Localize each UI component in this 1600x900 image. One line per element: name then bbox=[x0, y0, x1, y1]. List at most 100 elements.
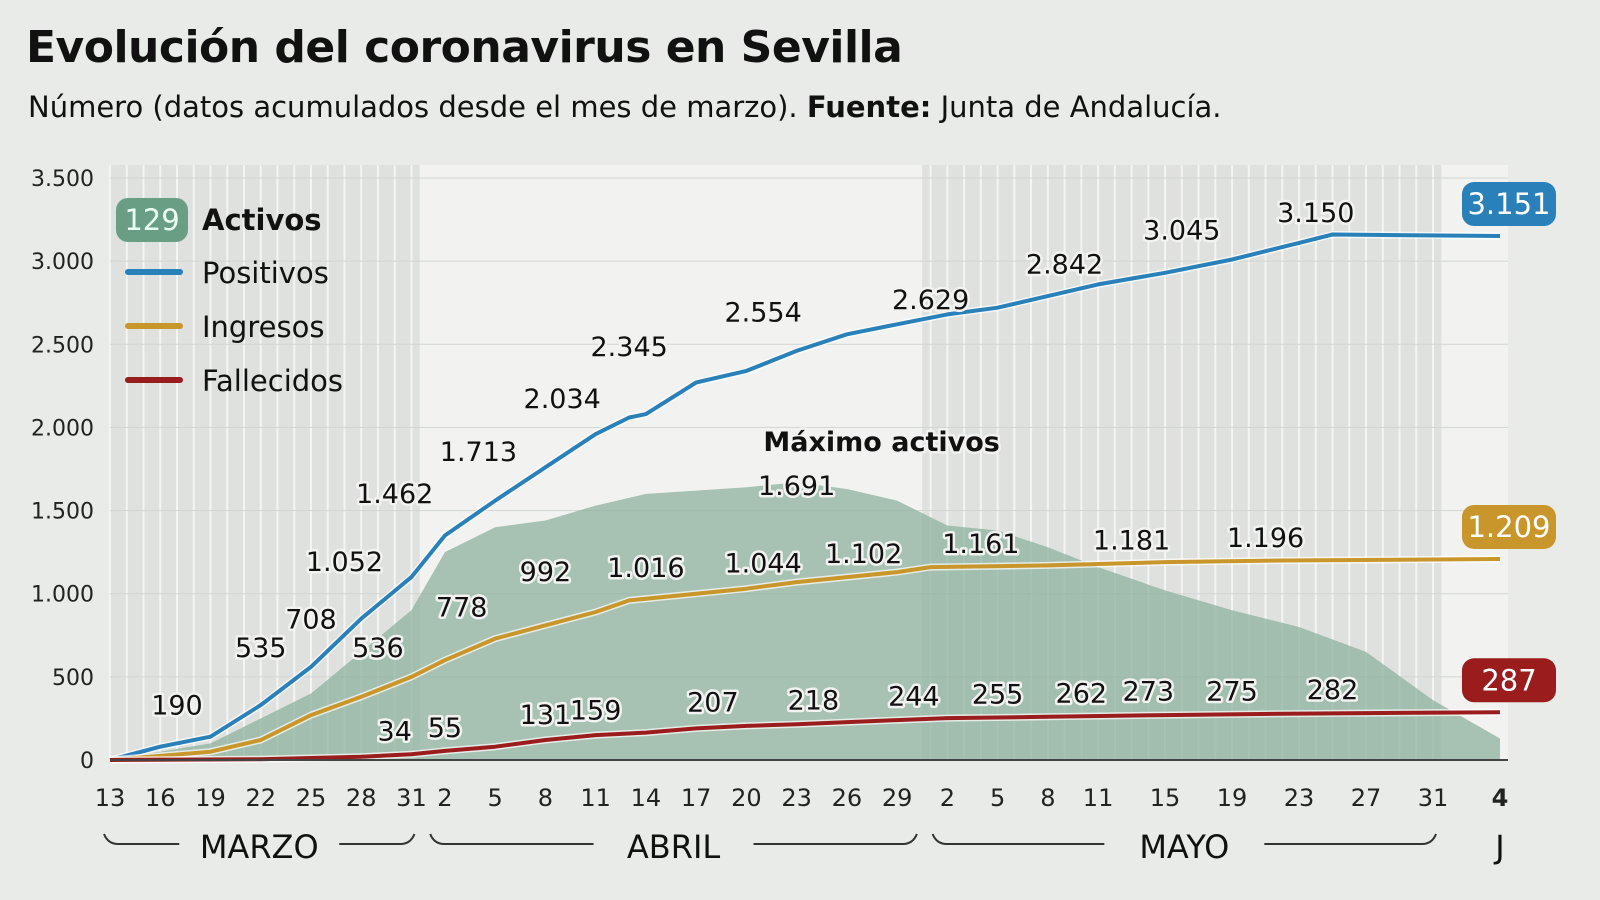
area-activos bbox=[110, 482, 1500, 760]
data-label-fallecidos: 255 bbox=[972, 680, 1024, 711]
data-label-fallecidos: 207 bbox=[687, 688, 739, 719]
end-badge-value: 287 bbox=[1481, 663, 1536, 697]
y-tick-label: 0 bbox=[80, 749, 94, 774]
source-label: Fuente: bbox=[806, 90, 932, 124]
x-tick-label: 14 bbox=[631, 784, 662, 812]
legend-label-fallecidos: Fallecidos bbox=[202, 364, 343, 398]
data-label-fallecidos: 55 bbox=[428, 713, 462, 744]
data-label-positivos: 708 bbox=[285, 604, 337, 635]
x-tick-label: 16 bbox=[145, 784, 176, 812]
end-badge-positivos bbox=[1462, 182, 1556, 227]
data-label-ingresos: 1.161 bbox=[942, 529, 1019, 560]
x-tick-label: 13 bbox=[95, 784, 126, 812]
data-label-positivos: 1.462 bbox=[356, 479, 433, 510]
end-badge-value: 1.209 bbox=[1467, 510, 1550, 544]
x-tick-label: 20 bbox=[731, 784, 762, 812]
data-label-ingresos: 1.044 bbox=[724, 548, 801, 579]
data-label-fallecidos: 159 bbox=[570, 696, 622, 727]
data-label-positivos: 190 bbox=[151, 690, 203, 721]
end-badge-fallecidos bbox=[1462, 658, 1556, 703]
data-label-positivos: 2.842 bbox=[1026, 249, 1103, 280]
line-fallecidos bbox=[109, 710, 1501, 762]
month-label: ABRIL bbox=[627, 828, 721, 866]
x-tick-label: 27 bbox=[1351, 784, 1382, 812]
x-tick-label: 23 bbox=[781, 784, 812, 812]
max-activos-label: Máximo activos bbox=[763, 427, 999, 458]
data-label-fallecidos: 282 bbox=[1307, 675, 1359, 706]
x-tick-label: 11 bbox=[580, 784, 611, 812]
data-label-positivos: 1.052 bbox=[306, 547, 383, 578]
data-label-ingresos: 1.102 bbox=[825, 539, 902, 570]
month-label: MAYO bbox=[1139, 828, 1229, 866]
x-tick-label: 25 bbox=[296, 784, 327, 812]
x-tick-label: 23 bbox=[1284, 784, 1315, 812]
data-label-positivos: 2.629 bbox=[892, 285, 969, 316]
x-tick-label: 11 bbox=[1083, 784, 1114, 812]
chart-subtitle: Número (datos acumulados desde el mes de… bbox=[28, 90, 1222, 124]
data-label-positivos: 2.554 bbox=[724, 297, 801, 328]
data-label-fallecidos: 273 bbox=[1123, 677, 1175, 708]
x-tick-label: 5 bbox=[488, 784, 503, 812]
x-tick-label: 28 bbox=[346, 784, 377, 812]
month-bracket bbox=[429, 833, 918, 845]
y-tick-label: 1.000 bbox=[31, 583, 94, 608]
data-label-positivos: 535 bbox=[235, 633, 287, 664]
data-label-positivos: 3.150 bbox=[1277, 198, 1354, 229]
line-positivos bbox=[109, 232, 1501, 762]
data-label-positivos: 1.713 bbox=[440, 437, 517, 468]
data-label-fallecidos: 131 bbox=[520, 700, 572, 731]
x-tick-label: 22 bbox=[245, 784, 276, 812]
x-tick-label: 19 bbox=[195, 784, 226, 812]
y-tick-label: 3.000 bbox=[31, 250, 94, 275]
month-bracket bbox=[103, 833, 416, 845]
data-label-ingresos: 992 bbox=[520, 557, 572, 588]
y-tick-label: 2.000 bbox=[31, 416, 94, 441]
y-tick-label: 2.500 bbox=[31, 333, 94, 358]
data-label-ingresos: 1.016 bbox=[607, 553, 684, 584]
x-tick-label: 5 bbox=[990, 784, 1005, 812]
legend-label-ingresos: Ingresos bbox=[202, 310, 324, 344]
data-label-fallecidos: 218 bbox=[788, 686, 840, 717]
y-tick-label: 3.500 bbox=[31, 167, 94, 192]
data-label-ingresos: 1.181 bbox=[1093, 526, 1170, 557]
x-tick-label: 19 bbox=[1217, 784, 1248, 812]
legend-activos-value: 129 bbox=[124, 203, 179, 237]
x-tick-label: 26 bbox=[832, 784, 863, 812]
data-label-positivos: 3.045 bbox=[1143, 216, 1220, 247]
x-tick-label: 31 bbox=[1418, 784, 1449, 812]
end-badge-value: 3.151 bbox=[1467, 187, 1550, 221]
x-tick-label: 29 bbox=[882, 784, 913, 812]
month-label: MARZO bbox=[200, 828, 319, 866]
month-bracket bbox=[931, 833, 1437, 845]
subtitle-text: Número (datos acumulados desde el mes de… bbox=[28, 90, 798, 124]
data-label-ingresos: 778 bbox=[436, 593, 488, 624]
data-label-fallecidos: 34 bbox=[378, 716, 412, 747]
data-label-ingresos: 536 bbox=[352, 633, 404, 664]
data-label-positivos: 2.345 bbox=[591, 332, 668, 363]
legend-label-positivos: Positivos bbox=[202, 256, 329, 290]
x-tick-label: 17 bbox=[681, 784, 712, 812]
x-tick-label: 2 bbox=[940, 784, 955, 812]
x-tick-label: 4 bbox=[1492, 784, 1509, 812]
data-label-fallecidos: 275 bbox=[1206, 676, 1258, 707]
data-label-fallecidos: 244 bbox=[888, 681, 940, 712]
source-text: Junta de Andalucía. bbox=[940, 90, 1222, 124]
y-tick-label: 1.500 bbox=[31, 500, 94, 525]
x-tick-label: 2 bbox=[437, 784, 452, 812]
max-activos-value: 1.691 bbox=[758, 471, 835, 502]
month-label: J bbox=[1493, 828, 1504, 866]
line-ingresos bbox=[109, 557, 1501, 762]
y-tick-label: 500 bbox=[52, 666, 94, 691]
legend-activos-label: Activos bbox=[202, 203, 322, 237]
data-label-positivos: 2.034 bbox=[524, 384, 601, 415]
x-tick-label: 15 bbox=[1150, 784, 1181, 812]
legend-activos-badge bbox=[116, 198, 188, 242]
chart-title: Evolución del coronavirus en Sevilla bbox=[26, 22, 903, 73]
x-tick-label: 8 bbox=[538, 784, 553, 812]
data-label-fallecidos: 262 bbox=[1056, 678, 1108, 709]
end-badge-ingresos bbox=[1462, 504, 1556, 549]
data-label-ingresos: 1.196 bbox=[1227, 523, 1304, 554]
x-tick-label: 8 bbox=[1040, 784, 1055, 812]
x-tick-label: 31 bbox=[396, 784, 427, 812]
